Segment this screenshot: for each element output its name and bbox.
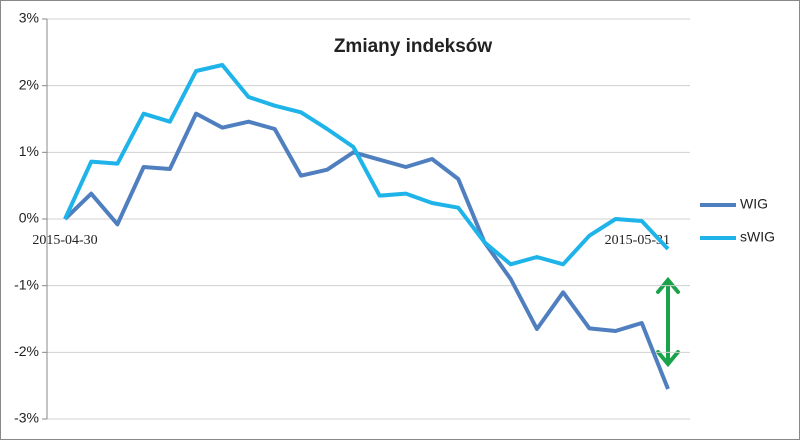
series-line [63,111,670,390]
y-tick-label: -1% [14,276,39,292]
y-tick-label: -3% [14,410,39,426]
y-tick-label: 1% [19,143,39,159]
difference-arrow [656,276,680,368]
y-tick-label: 2% [19,76,39,92]
series-line [63,63,670,267]
chart-title: Zmiany indeksów [334,36,493,57]
legend-label: WIG [740,196,768,212]
x-tick-label: 2015-04-30 [32,233,97,248]
x-tick-label: 2015-05-31 [605,233,670,248]
legend-label: sWIG [740,229,775,245]
y-tick-label: 3% [19,10,39,26]
y-tick-label: 0% [19,210,39,226]
y-tick-label: -2% [14,343,39,359]
